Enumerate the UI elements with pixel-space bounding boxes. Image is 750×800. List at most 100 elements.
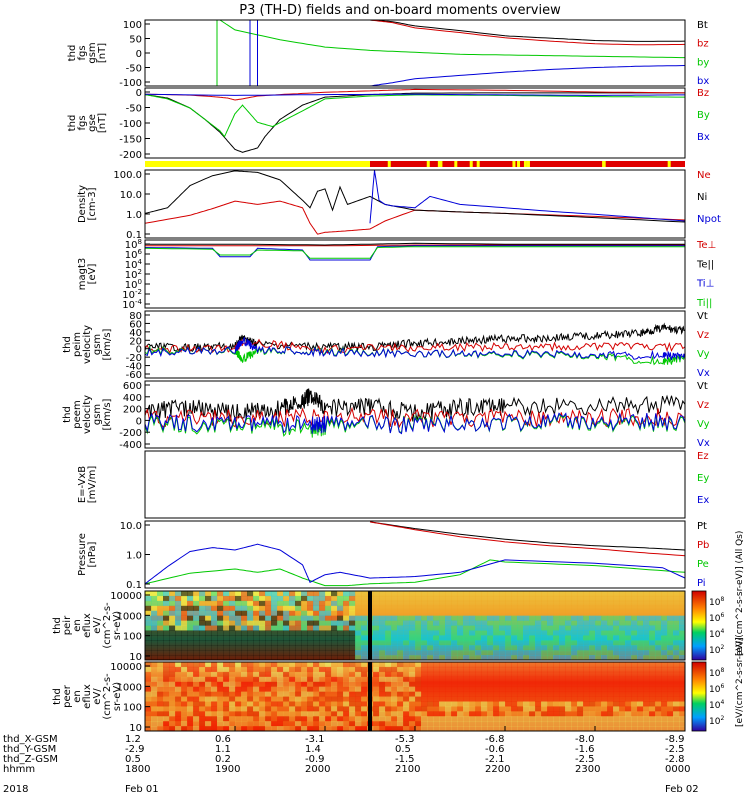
- spectrogram-cell: [661, 650, 668, 656]
- spectrogram-cell: [673, 620, 680, 626]
- spectrogram-cell: [655, 681, 662, 687]
- spectrogram-cell: [223, 595, 230, 602]
- spectrogram-cell: [565, 600, 572, 607]
- spectrogram-cell: [445, 600, 452, 607]
- spectrogram-cell: [673, 600, 680, 607]
- y-tick-label: 0: [136, 416, 142, 427]
- y-tick-label: -400: [119, 440, 142, 451]
- spectrogram-cell: [535, 706, 542, 712]
- spectrogram-cell: [511, 691, 518, 697]
- spectrogram-cell: [211, 640, 218, 646]
- spectrogram-cell: [187, 620, 194, 626]
- spectrogram-cell: [301, 655, 308, 661]
- spectrogram-cell: [169, 600, 176, 607]
- spectrogram-cell: [241, 625, 248, 631]
- spectrogram-cell: [643, 662, 650, 668]
- spectrogram-cell: [295, 676, 302, 683]
- spectrogram-cell: [229, 676, 236, 683]
- spectrogram-cell: [475, 716, 482, 722]
- spectrogram-cell: [499, 650, 506, 656]
- spectrogram-cell: [223, 600, 230, 607]
- spectrogram-cell: [637, 711, 644, 717]
- spectrogram-cell: [349, 630, 356, 636]
- spectrogram-cell: [313, 610, 320, 616]
- spectrogram-cell: [145, 726, 152, 732]
- spectrogram-cell: [679, 666, 686, 673]
- spectrogram-cell: [643, 671, 650, 678]
- spectrogram-cell: [187, 676, 194, 683]
- spectrogram-cell: [307, 721, 314, 727]
- spectrogram-cell: [559, 711, 566, 717]
- spectrogram-cell: [643, 591, 650, 597]
- spectrogram-cell: [181, 615, 188, 621]
- spectrogram-cell: [217, 662, 224, 668]
- spectrogram-cell: [199, 655, 206, 661]
- spectrogram-cell: [163, 635, 170, 641]
- spectrogram-cell: [583, 620, 590, 626]
- spectrogram-cell: [601, 696, 608, 702]
- spectrogram-cell: [397, 600, 404, 607]
- spectrogram-cell: [355, 610, 362, 616]
- spectrogram-cell: [595, 630, 602, 636]
- spectrogram-cell: [613, 666, 620, 673]
- colorbar-tick-exponent: 4: [720, 699, 724, 706]
- spectrogram-cell: [259, 635, 266, 641]
- spectrogram-cell: [673, 662, 680, 668]
- spectrogram-cell: [151, 701, 158, 707]
- spectrogram-cell: [187, 696, 194, 702]
- spectrogram-cell: [541, 681, 548, 687]
- spectrogram-cell: [541, 635, 548, 641]
- spectrogram-cell: [175, 615, 182, 621]
- spectrogram-cell: [271, 625, 278, 631]
- spectrogram-cell: [397, 605, 404, 612]
- spectrogram-cell: [421, 640, 428, 646]
- spectrogram-cell: [661, 625, 668, 631]
- spectrogram-cell: [517, 595, 524, 602]
- spectrogram-cell: [601, 681, 608, 687]
- spectrogram-cell: [283, 686, 290, 692]
- spectrogram-cell: [307, 696, 314, 702]
- spectrogram-cell: [493, 605, 500, 612]
- spectrogram-cell: [553, 666, 560, 673]
- mode-bar-mark: [476, 161, 480, 167]
- spectrogram-cell: [313, 630, 320, 636]
- spectrogram-cell: [547, 630, 554, 636]
- spectrogram-cell: [439, 630, 446, 636]
- spectrogram-cell: [571, 696, 578, 702]
- spectrogram-cell: [205, 686, 212, 692]
- spectrogram-cell: [607, 666, 614, 673]
- y-tick-label: 0: [136, 88, 142, 99]
- spectrogram-cell: [319, 640, 326, 646]
- spectrogram-cell: [229, 640, 236, 646]
- spectrogram-cell: [643, 691, 650, 697]
- spectrogram-cell: [247, 711, 254, 717]
- spectrogram-cell: [349, 701, 356, 707]
- spectrogram-cell: [163, 600, 170, 607]
- spectrogram-cell: [583, 635, 590, 641]
- spectrogram-cell: [649, 640, 656, 646]
- spectrogram-cell: [385, 671, 392, 678]
- x-row-value: 0.5: [395, 744, 411, 755]
- series-Bt: [144, 92, 685, 153]
- spectrogram-cell: [211, 676, 218, 683]
- spectrogram-cell: [283, 640, 290, 646]
- spectrogram-cell: [253, 721, 260, 727]
- spectrogram-cell: [457, 655, 464, 661]
- spectrogram-cell: [523, 645, 530, 651]
- spectrogram-cell: [619, 635, 626, 641]
- spectrogram-cell: [331, 681, 338, 687]
- spectrogram-cell: [445, 630, 452, 636]
- spectrogram-cell: [469, 696, 476, 702]
- spectrogram-cell: [499, 595, 506, 602]
- spectrogram-cell: [247, 620, 254, 626]
- spectrogram-cell: [259, 650, 266, 656]
- spectrogram-cell: [595, 666, 602, 673]
- legend-2: Pe: [697, 559, 709, 570]
- spectrogram-cell: [409, 640, 416, 646]
- mode-bar-mark: [426, 161, 430, 167]
- spectrogram-cell: [271, 605, 278, 612]
- spectrogram-cell: [223, 662, 230, 668]
- spectrogram-cell: [163, 706, 170, 712]
- spectrogram-cell: [457, 711, 464, 717]
